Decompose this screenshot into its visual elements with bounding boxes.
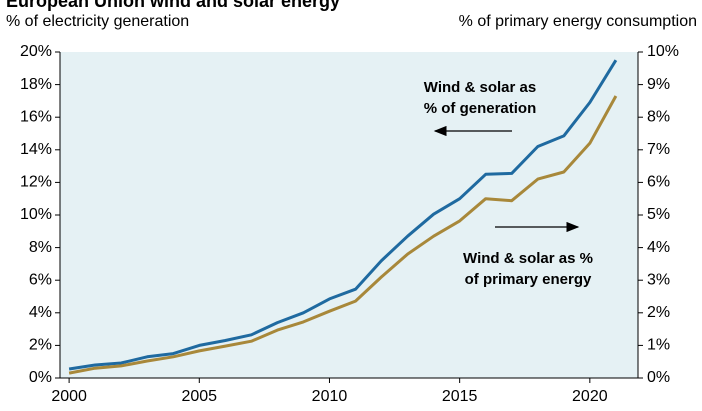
y2-tick-label: 4% [647,239,670,256]
x-tick-label: 2000 [51,388,87,405]
y-tick-label: 14% [20,141,52,158]
y-tick-label: 8% [29,239,52,256]
y2-tick-label: 3% [647,271,670,288]
y2-tick-label: 6% [647,174,670,191]
y2-tick-label: 0% [647,369,670,386]
y-tick-label: 20% [20,43,52,60]
y-tick-label: 6% [29,271,52,288]
y-tick-label: 2% [29,337,52,354]
y-tick-label: 16% [20,108,52,125]
annotation: Wind & solar as % [463,250,593,267]
y2-tick-label: 8% [647,108,670,125]
plot-area [60,52,638,378]
y-tick-label: 0% [29,369,52,386]
y2-tick-label: 1% [647,337,670,354]
y-axis-label: % of electricity generation [6,13,189,30]
y-tick-label: 18% [20,76,52,93]
annotation: of primary energy [465,271,592,288]
y2-tick-label: 9% [647,76,670,93]
annotation: Wind & solar as [424,79,536,96]
series-line [68,95,618,375]
y-tick-label: 10% [20,206,52,223]
y2-axis-label: % of primary energy consumption [459,13,697,30]
x-tick-label: 2005 [181,388,217,405]
y2-tick-label: 10% [647,43,679,60]
y-tick-label: 4% [29,304,52,321]
y2-tick-label: 5% [647,206,670,223]
y2-tick-label: 2% [647,304,670,321]
x-tick-label: 2020 [572,388,608,405]
y2-tick-label: 7% [647,141,670,158]
x-tick-label: 2010 [312,388,348,405]
y-tick-label: 12% [20,174,52,191]
x-tick-label: 2015 [442,388,478,405]
annotation: % of generation [424,100,537,117]
chart-title: European Union wind and solar energy [6,0,340,11]
series-line [68,59,618,371]
